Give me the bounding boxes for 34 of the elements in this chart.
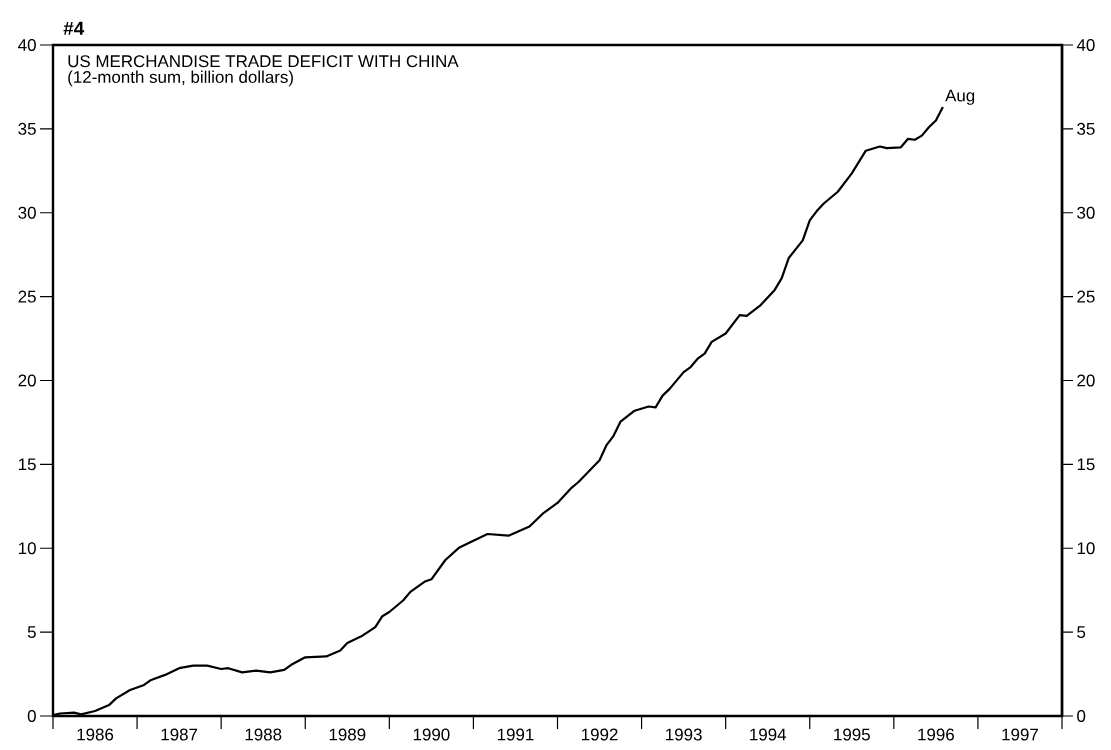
- y2-tick-label: 5: [1077, 626, 1086, 639]
- x-tick-label: 1995: [834, 728, 870, 741]
- x-tick-label: 1993: [666, 728, 702, 741]
- x-tick-label: 1986: [77, 728, 114, 741]
- y2-tick-label: 20: [1077, 374, 1095, 387]
- y-tick-label: 10: [19, 542, 36, 555]
- y2-tick-label: 35: [1077, 122, 1095, 135]
- y2-tick-label: 0: [1077, 710, 1086, 722]
- x-tick-label: 1987: [161, 728, 198, 741]
- annotation: Aug: [945, 89, 975, 105]
- y-tick-label: 30: [18, 206, 36, 219]
- y-tick-label: 15: [19, 458, 36, 471]
- y-tick-label: 0: [27, 710, 36, 722]
- y-tick-label: 25: [18, 290, 36, 303]
- y2-tick-label: 15: [1077, 458, 1095, 471]
- x-tick-label: 1990: [413, 728, 450, 741]
- y2-tick-label: 25: [1077, 290, 1095, 303]
- y2-tick-label: 40: [1076, 39, 1095, 51]
- x-tick-label: 1988: [245, 728, 282, 741]
- text: #4: [63, 21, 85, 35]
- x-tick-label: 1997: [1002, 728, 1038, 741]
- y-tick-label: 20: [18, 374, 36, 387]
- x-tick-label: 1989: [329, 728, 366, 741]
- y-tick-label: 5: [27, 626, 36, 639]
- text: (12-month sum, billion dollars): [68, 70, 293, 87]
- y2-tick-label: 10: [1077, 542, 1095, 555]
- x-tick-label: 1992: [582, 728, 618, 741]
- y-tick-label: 35: [18, 122, 36, 135]
- y-tick-label: 40: [18, 39, 36, 51]
- y2-tick-label: 30: [1077, 206, 1095, 219]
- x-tick-label: 1991: [497, 728, 534, 741]
- x-tick-label: 1994: [750, 728, 787, 741]
- x-tick-label: 1996: [918, 728, 954, 741]
- chart-title: US MERCHANDISE TRADE DEFICIT WITH CHINA: [68, 55, 459, 68]
